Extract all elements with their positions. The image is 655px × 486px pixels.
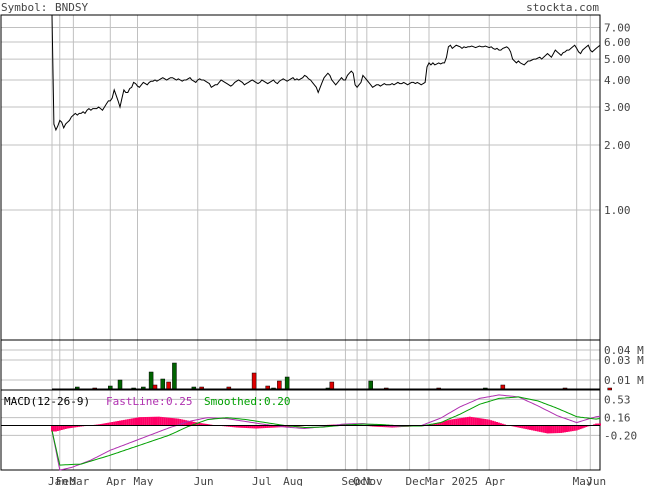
volume-tick-label: 0.01 M [604, 374, 644, 387]
price-tick-label: 6.00 [604, 36, 631, 49]
volume-bar [284, 376, 290, 391]
x-tick-label: Jul [252, 475, 272, 486]
x-tick-label: Nov [363, 475, 383, 486]
symbol-value: BNDSY [55, 1, 88, 14]
x-tick-label: Dec [406, 475, 426, 486]
macd-legend-smooth-value: 0.20 [264, 395, 291, 408]
x-tick-label: Mar [69, 475, 89, 486]
macd-legend-fast-label: FastLine: [106, 395, 166, 408]
volume-bars [52, 362, 612, 391]
volume-tick-label: 0.03 M [604, 354, 644, 367]
macd-smooth-line [51, 396, 601, 466]
x-tick-label: May [134, 475, 154, 486]
price-tick-label: 5.00 [604, 53, 631, 66]
macd-tick-label: 0.53 [604, 393, 631, 406]
x-tick-label: Sep [341, 475, 361, 486]
price-series-line [51, 14, 601, 132]
x-tick-label: Apr [106, 475, 126, 486]
x-tick-label: Oct [353, 475, 373, 486]
x-tick-label: May [573, 475, 593, 486]
price-tick-label: 3.00 [604, 101, 631, 114]
x-tick-label: Feb [56, 475, 76, 486]
site-name: stockta.com [526, 1, 599, 14]
x-tick-label: Jan [48, 475, 68, 486]
macd-panel-frame [0, 389, 601, 471]
symbol-label: Symbol: [1, 1, 47, 14]
macd-tick-label: -0.20 [604, 429, 637, 442]
x-tick-label: Jun [194, 475, 214, 486]
volume-bar [251, 372, 257, 391]
price-gridlines [1, 15, 600, 340]
macd-legend-name: MACD(12-26-9) [4, 395, 90, 408]
x-tick-label: Apr [485, 475, 505, 486]
price-tick-label: 4.00 [604, 74, 631, 87]
price-tick-label: 1.00 [604, 204, 631, 217]
x-tick-label: Jun [586, 475, 606, 486]
macd-axis: 0.53 0.16 -0.20 [604, 393, 637, 442]
volume-bar [160, 378, 166, 391]
macd-tick-label: 0.16 [604, 412, 631, 425]
volume-bar [607, 387, 612, 391]
macd-legend-smooth-label: Smoothed: [204, 395, 264, 408]
price-tick-label: 2.00 [604, 139, 631, 152]
x-tick-label: Aug [283, 475, 303, 486]
price-tick-label: 7.00 [604, 22, 631, 35]
volume-axis: 0.04 M0.03 M 0.01 M [604, 344, 644, 387]
x-tick-label: Mar 2025 [425, 475, 478, 486]
volume-bar [148, 371, 154, 391]
price-axis: 7.006.00 5.00 4.00 3.00 2.00 1.00 [604, 22, 631, 217]
volume-bar [172, 362, 177, 391]
macd-legend-fast-value: 0.25 [166, 395, 193, 408]
volume-tick-label: 0.04 M [604, 344, 644, 357]
macd-gridlines [1, 390, 600, 470]
